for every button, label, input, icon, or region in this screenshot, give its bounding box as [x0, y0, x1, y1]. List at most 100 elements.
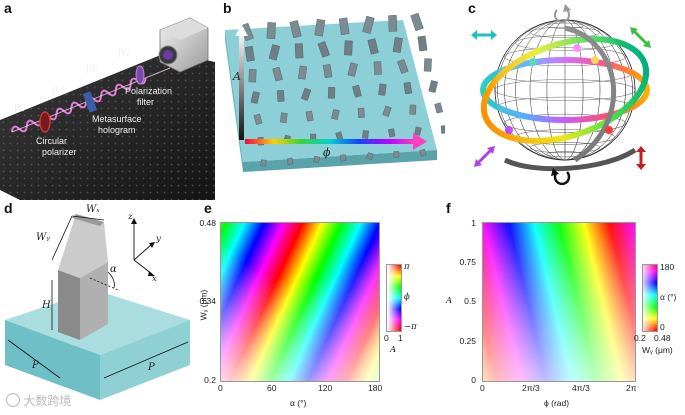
- pillar-front: [58, 270, 80, 340]
- pillar: [340, 154, 347, 162]
- pillar: [294, 43, 304, 59]
- pillar: [378, 83, 387, 96]
- pillar: [260, 159, 267, 167]
- pillar: [327, 86, 336, 99]
- ytick: 0.2: [204, 375, 216, 385]
- pillar: [272, 66, 283, 82]
- axis-a-label: A: [233, 70, 241, 83]
- panel-b: b A ϕ: [215, 0, 445, 200]
- pillar: [322, 64, 333, 79]
- camera: [158, 17, 209, 73]
- xtick: 0: [480, 383, 485, 393]
- clockwise-arrow-icon: [554, 9, 570, 23]
- xtick: 120: [318, 383, 333, 393]
- cbar-e-xlabel: A: [390, 345, 397, 355]
- pillar: [367, 38, 379, 55]
- pillar: [388, 128, 396, 138]
- pillar: [317, 41, 330, 58]
- cbar-f-mid: α (°): [660, 292, 677, 302]
- antidiagonal-arrow-icon: [474, 146, 495, 167]
- watermark-icon: [6, 393, 20, 407]
- cbar-e-xtick: 0: [384, 333, 389, 343]
- pillar: [382, 105, 392, 117]
- pillar: [410, 12, 424, 32]
- cbar-f-top: 180: [660, 262, 675, 272]
- optical-setup-illustration: [0, 17, 215, 200]
- pillar: [440, 125, 445, 134]
- state-y: |Y⟩: [118, 48, 130, 58]
- cbar-f-xtick: 0.48: [654, 333, 671, 343]
- vertical-arrow-icon: [636, 146, 646, 170]
- pillar: [313, 155, 320, 164]
- dim-p-left: P: [32, 360, 39, 371]
- ytick: 0.48: [199, 218, 216, 228]
- pillar: [423, 58, 432, 72]
- pillar: [331, 109, 340, 120]
- colorbar-e: [386, 264, 402, 332]
- pillar: [286, 157, 294, 165]
- cbar-f-xtick: 0.2: [634, 333, 646, 343]
- pillar: [305, 110, 314, 122]
- ytick: 0.34: [199, 296, 216, 306]
- unit-cell-illustration: [5, 214, 190, 400]
- xtick: 0: [218, 383, 223, 393]
- cbar-e-mid: ϕ: [404, 292, 410, 302]
- xtick: 2π: [626, 383, 637, 393]
- panel-e: e 0.48 0.34 0.2 Wᵧ (μm) 0 60 120 180 α (…: [198, 200, 442, 415]
- xtick: 4π/3: [572, 383, 590, 393]
- cbar-f-xlabel: Wᵧ (μm): [642, 345, 673, 355]
- cbar-e-xtick: 1: [398, 333, 403, 343]
- panel-f-label: f: [446, 200, 451, 216]
- pillar: [419, 148, 427, 157]
- pillar-top: [58, 214, 108, 278]
- heatmap-e: [220, 222, 380, 382]
- pillar: [276, 90, 285, 102]
- watermark-text: 大数跨境: [23, 394, 72, 408]
- cbar-f-bottom: 0: [660, 322, 665, 332]
- pillar: [253, 113, 263, 125]
- pillar: [300, 87, 312, 101]
- panel-a: a: [0, 0, 215, 200]
- pillar: [373, 61, 382, 75]
- axis-f-ylabel: A: [446, 296, 453, 306]
- angle-alpha: α: [110, 264, 117, 275]
- xtick: 2π/3: [522, 383, 540, 393]
- pillar: [280, 112, 288, 123]
- state-x: |X⟩: [14, 103, 27, 113]
- label-polarization-filter: Polarization filter: [125, 86, 173, 107]
- ytick: 0.5: [464, 296, 476, 306]
- axis-phi-label: ϕ: [323, 146, 331, 159]
- circular-polarizer: [39, 111, 51, 133]
- ytick: 0.75: [459, 257, 476, 267]
- axis-phi-arrow: [245, 139, 415, 144]
- pillar-array: [240, 12, 445, 167]
- pillar: [428, 80, 438, 93]
- metasurface-hologram: [82, 91, 98, 113]
- panel-d-label: d: [4, 200, 13, 216]
- ytick: 0.25: [459, 336, 476, 346]
- axis-e-xlabel: α (°): [290, 398, 307, 408]
- horizontal-arrow-icon: [471, 30, 497, 40]
- coordinate-axes: [131, 218, 155, 276]
- panel-c: c: [445, 0, 685, 200]
- xtick: 60: [267, 383, 277, 393]
- pillar: [388, 15, 398, 32]
- pillar: [409, 104, 417, 115]
- pillar: [362, 15, 375, 34]
- pillar: [347, 62, 358, 77]
- pillar: [268, 44, 281, 61]
- panel-c-label: c: [468, 0, 476, 16]
- colorbar-f: [642, 264, 658, 332]
- panel-b-label: b: [223, 0, 232, 16]
- pillar: [266, 22, 276, 39]
- pillar: [250, 91, 260, 104]
- state-l: |L⟩: [52, 86, 64, 96]
- axis-e-ylabel: Wᵧ (μm): [198, 289, 209, 321]
- heatmap-f: [482, 222, 636, 382]
- ytick: 1: [471, 218, 476, 228]
- counterclockwise-arrow-icon: [553, 171, 571, 186]
- pillar: [393, 151, 400, 158]
- axis-x: x: [152, 274, 157, 284]
- ytick: 0: [471, 375, 476, 385]
- pillar: [392, 37, 403, 53]
